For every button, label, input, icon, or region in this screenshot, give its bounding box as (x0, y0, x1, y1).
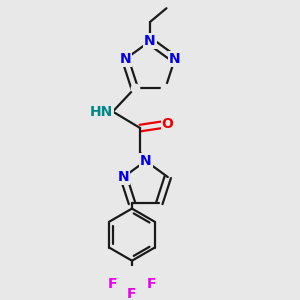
Text: F: F (146, 277, 156, 291)
Text: N: N (144, 34, 156, 48)
Text: F: F (108, 277, 118, 291)
Text: N: N (119, 52, 131, 66)
Text: HN: HN (89, 105, 113, 118)
Text: F: F (127, 286, 137, 300)
Text: N: N (140, 154, 152, 168)
Text: N: N (118, 170, 129, 184)
Text: O: O (162, 117, 173, 131)
Text: N: N (169, 52, 181, 66)
